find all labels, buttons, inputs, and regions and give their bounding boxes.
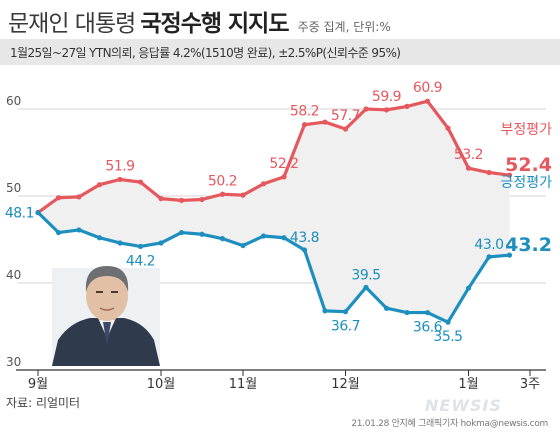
data-point (55, 195, 62, 201)
data-point (322, 308, 328, 314)
president-portrait (52, 266, 160, 366)
final-value-label: 52.4 (505, 154, 552, 176)
final-value-label: 43.2 (505, 234, 552, 256)
data-point (383, 107, 390, 113)
data-point (404, 103, 410, 109)
series-line-positive (36, 210, 512, 324)
data-point (465, 165, 472, 171)
data-label: 36.7 (331, 319, 360, 335)
data-point (486, 169, 492, 176)
data-point (363, 284, 369, 290)
data-point (424, 309, 431, 316)
y-tick-label: 40 (6, 268, 21, 282)
data-point (363, 106, 369, 112)
x-tick-label: 9월 (28, 377, 48, 392)
data-point (281, 235, 287, 241)
x-axis-ticks: 9월 10월 11월 12월 1월 3주 (28, 370, 540, 392)
data-point (424, 98, 431, 104)
legend-positive: 긍정평가 (500, 175, 552, 191)
data-point (35, 209, 41, 216)
y-tick-label: 30 (6, 355, 21, 369)
gap-fill-area (38, 101, 510, 323)
series-lines (35, 98, 513, 325)
data-point (76, 194, 82, 200)
data-point (383, 305, 390, 311)
chart-subtitle: 주중 집계, 단위:% (297, 20, 391, 34)
data-label: 43.0 (474, 237, 503, 253)
data-label: 48.1 (5, 206, 34, 222)
data-label: 44.2 (126, 253, 155, 269)
data-point (219, 236, 226, 242)
data-point (260, 181, 267, 187)
legend-negative: 부정평가 (500, 122, 552, 138)
data-point (301, 122, 308, 128)
y-axis-ticks: 30 40 50 60 (6, 94, 21, 369)
data-point (219, 191, 226, 197)
graphic-credit: 21.01.28 안지혜 그래픽기자 hokma@newsis.com (351, 419, 548, 429)
data-labels: 51.9 50.2 52.2 58.2 57.7 59.9 60.9 53.2 48.1 44.2… (5, 80, 552, 345)
data-point (281, 174, 287, 180)
data-point (342, 126, 349, 132)
data-point (199, 231, 205, 237)
data-label: 43.8 (290, 230, 319, 246)
data-point (178, 197, 185, 203)
y-tick-label: 60 (6, 94, 21, 108)
data-point (240, 192, 246, 198)
series-line-negative (36, 99, 512, 215)
data-label: 51.9 (105, 158, 134, 174)
data-label: 60.9 (413, 80, 442, 96)
data-point (117, 240, 123, 246)
x-tick-label: 1월 (458, 377, 478, 392)
data-label: 58.2 (290, 104, 319, 120)
chart-title: 문재인 대통령 국정수행 지지도 주중 집계, 단위:% (8, 4, 391, 38)
data-point (199, 196, 205, 203)
data-point (178, 229, 185, 236)
data-point (158, 240, 164, 246)
source-note: 자료: 리얼미터 (6, 396, 81, 410)
data-label: 52.2 (269, 156, 298, 172)
data-point (158, 196, 164, 202)
data-label: 39.5 (351, 267, 380, 283)
data-point (260, 233, 267, 239)
x-tick-label: 3주 (520, 377, 540, 392)
data-label: 50.2 (208, 173, 237, 189)
data-label: 36.6 (413, 320, 443, 336)
data-label: 53.2 (454, 147, 483, 163)
data-point (96, 235, 103, 241)
survey-info-bar: 1월25일~27일 YTN의뢰, 응답률 4.2%(1510명 완료), ±2.… (0, 39, 560, 65)
data-point (55, 229, 62, 236)
data-label: 57.7 (331, 108, 360, 124)
data-label: 35.5 (433, 329, 462, 345)
data-point (506, 172, 513, 178)
title-part-1: 문재인 대통령 (8, 11, 136, 37)
survey-info-text: 1월25일~27일 YTN의뢰, 응답률 4.2%(1510명 완료), ±2.… (10, 46, 401, 60)
data-point (404, 309, 410, 316)
title-part-2: 국정수행 지지도 (140, 11, 289, 37)
data-label: 59.9 (372, 89, 401, 105)
data-point (240, 242, 246, 249)
data-point (506, 252, 513, 258)
newsis-watermark: NEWSIS (425, 396, 502, 415)
data-point (76, 227, 82, 233)
data-point (445, 319, 451, 325)
data-point (322, 119, 328, 125)
data-point (486, 254, 492, 260)
data-point (137, 243, 144, 250)
x-tick-label: 10월 (147, 377, 176, 392)
x-tick-label: 12월 (331, 377, 360, 392)
data-point (96, 182, 103, 188)
data-point (301, 247, 308, 253)
y-tick-label: 50 (6, 181, 21, 195)
data-point (465, 285, 472, 291)
x-tick-label: 11월 (229, 377, 258, 392)
data-point (117, 176, 123, 183)
data-point (445, 125, 451, 131)
data-point (137, 179, 144, 185)
data-point (342, 309, 349, 315)
